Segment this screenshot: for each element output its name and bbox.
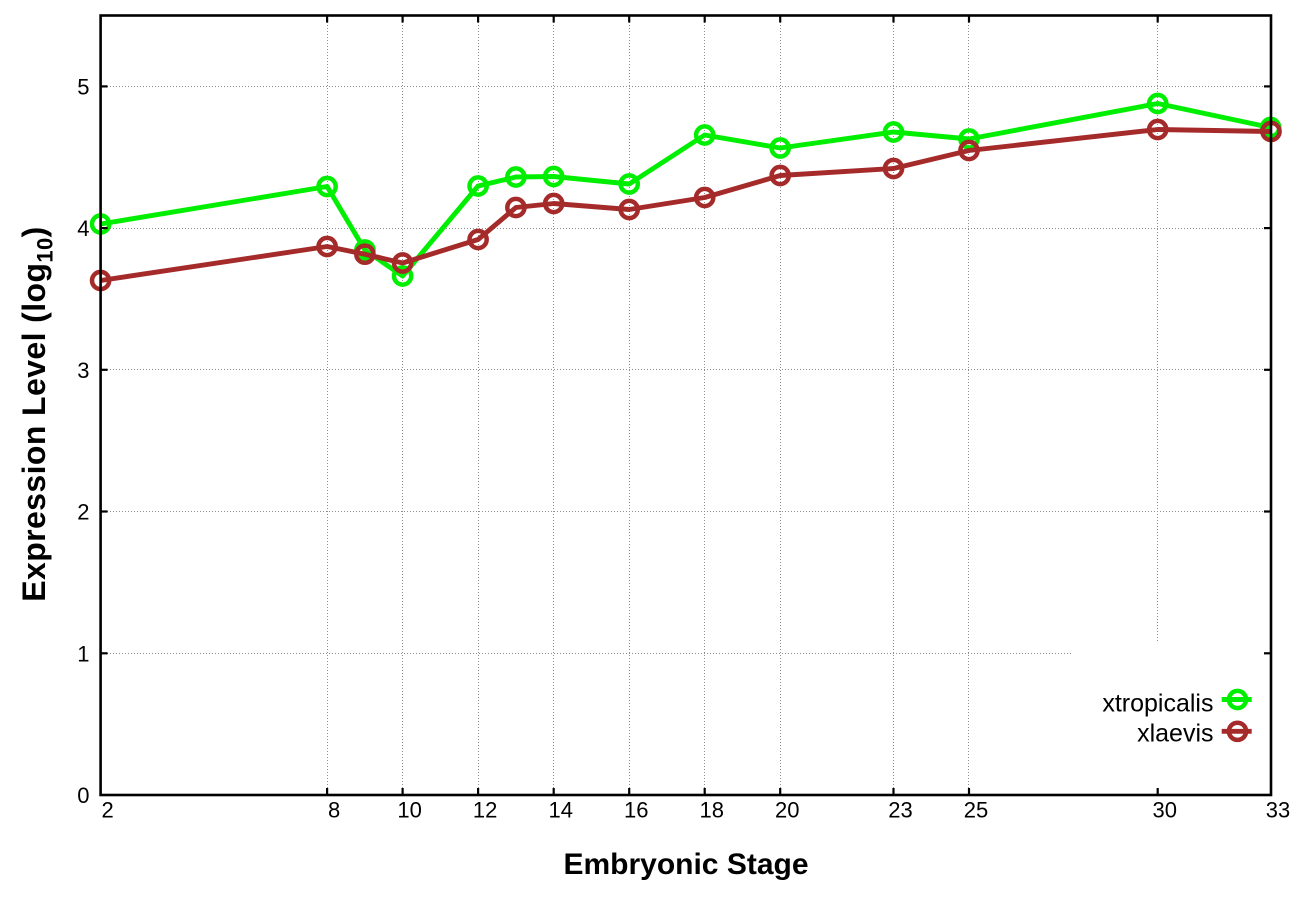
svg-text:18: 18: [699, 798, 723, 823]
svg-text:14: 14: [548, 798, 572, 823]
svg-text:16: 16: [624, 798, 648, 823]
svg-text:30: 30: [1152, 798, 1176, 823]
svg-text:3: 3: [77, 358, 89, 383]
svg-text:8: 8: [328, 798, 340, 823]
svg-text:23: 23: [888, 798, 912, 823]
svg-text:2: 2: [77, 500, 89, 525]
svg-text:0: 0: [77, 783, 89, 808]
svg-text:xtropicalis: xtropicalis: [1102, 690, 1213, 718]
svg-text:1: 1: [77, 641, 89, 666]
svg-text:5: 5: [77, 75, 89, 100]
svg-text:2: 2: [101, 798, 113, 823]
svg-text:20: 20: [775, 798, 799, 823]
svg-text:12: 12: [473, 798, 497, 823]
svg-text:Expression Level (log10): Expression Level (log10): [16, 226, 58, 602]
svg-text:33: 33: [1266, 798, 1290, 823]
svg-text:10: 10: [397, 798, 421, 823]
svg-text:4: 4: [77, 216, 89, 241]
svg-text:Embryonic Stage: Embryonic Stage: [563, 848, 808, 881]
svg-text:xlaevis: xlaevis: [1137, 720, 1213, 748]
svg-text:25: 25: [964, 798, 988, 823]
